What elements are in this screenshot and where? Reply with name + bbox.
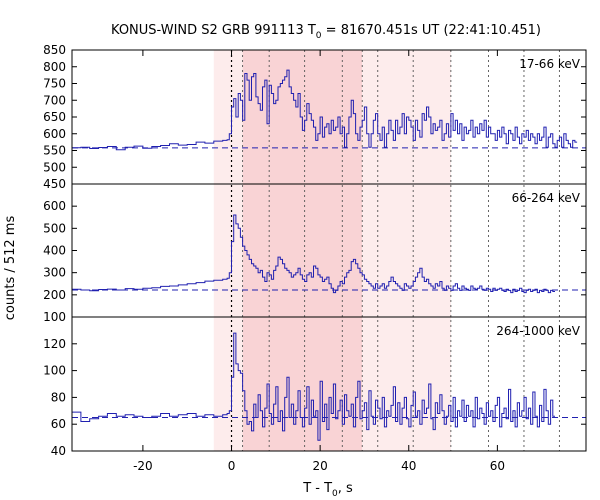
y-tick-label: 600 [43, 199, 66, 213]
chart-title: KONUS-WIND S2 GRB 991113 T0 = 81670.451s… [111, 23, 541, 41]
panels: 450 500 550 600 650 700 750 800 850 17-66 keV 100 2… [43, 43, 587, 458]
y-tick-label: 300 [43, 266, 66, 280]
shaded-interval-2 [362, 50, 451, 451]
x-axis-label-rest: , s [338, 481, 353, 496]
panel-energy-label: 66-264 keV [512, 191, 581, 205]
x-tick-label: -20 [133, 459, 153, 473]
x-tick-label: 20 [312, 459, 327, 473]
y-tick-label: 60 [51, 417, 66, 431]
chart-title-rest: = 81670.451s UT (22:41:10.451) [322, 23, 541, 38]
chart-title-main: KONUS-WIND S2 GRB 991113 T [111, 23, 316, 38]
y-axis-label: counts / 512 ms [3, 216, 18, 321]
y-tick-label: 700 [43, 93, 66, 107]
y-tick-label: 850 [43, 43, 66, 57]
y-tick-label: 500 [43, 160, 66, 174]
x-axis-ticks: -20 0 20 40 60 [133, 50, 505, 473]
y-tick-label: 650 [43, 110, 66, 124]
y-tick-label: 750 [43, 77, 66, 91]
y-tick-label: 100 [43, 310, 66, 324]
x-axis-label: T - T0, s [302, 481, 353, 499]
y-tick-label: 800 [43, 60, 66, 74]
y-tick-label: 40 [51, 444, 66, 458]
panel-energy-label: 264-1000 keV [496, 324, 580, 338]
panel-2: 40 60 80 100 120 264-1000 keV [43, 316, 587, 458]
x-tick-label: 0 [228, 459, 236, 473]
y-tick-label: 550 [43, 144, 66, 158]
y-tick-label: 200 [43, 288, 66, 302]
light-curve-series [72, 69, 578, 151]
x-axis-label-main: T - T [302, 481, 332, 496]
panel-1: 100 200 300 400 500 600 66-264 keV [43, 183, 587, 324]
x-tick-label: 40 [401, 459, 416, 473]
x-axis-label-subscript: 0 [332, 489, 338, 499]
x-tick-label: 60 [490, 459, 505, 473]
panel-energy-label: 17-66 keV [519, 57, 581, 71]
y-tick-label: 80 [51, 390, 66, 404]
chart-title-subscript: 0 [316, 31, 322, 41]
y-tick-label: 500 [43, 221, 66, 235]
panel-frame [71, 316, 587, 452]
shaded-intervals [213, 50, 451, 451]
panel-0: 450 500 550 600 650 700 750 800 850 17-66 keV [43, 43, 587, 191]
y-tick-label: 400 [43, 244, 66, 258]
y-tick-label: 120 [43, 337, 66, 351]
y-tick-label: 100 [43, 364, 66, 378]
y-tick-label: 450 [43, 177, 66, 191]
interval-markers [230, 50, 560, 451]
light-curve-series [72, 332, 555, 441]
light-curve-series [72, 214, 555, 294]
y-tick-label: 600 [43, 127, 66, 141]
